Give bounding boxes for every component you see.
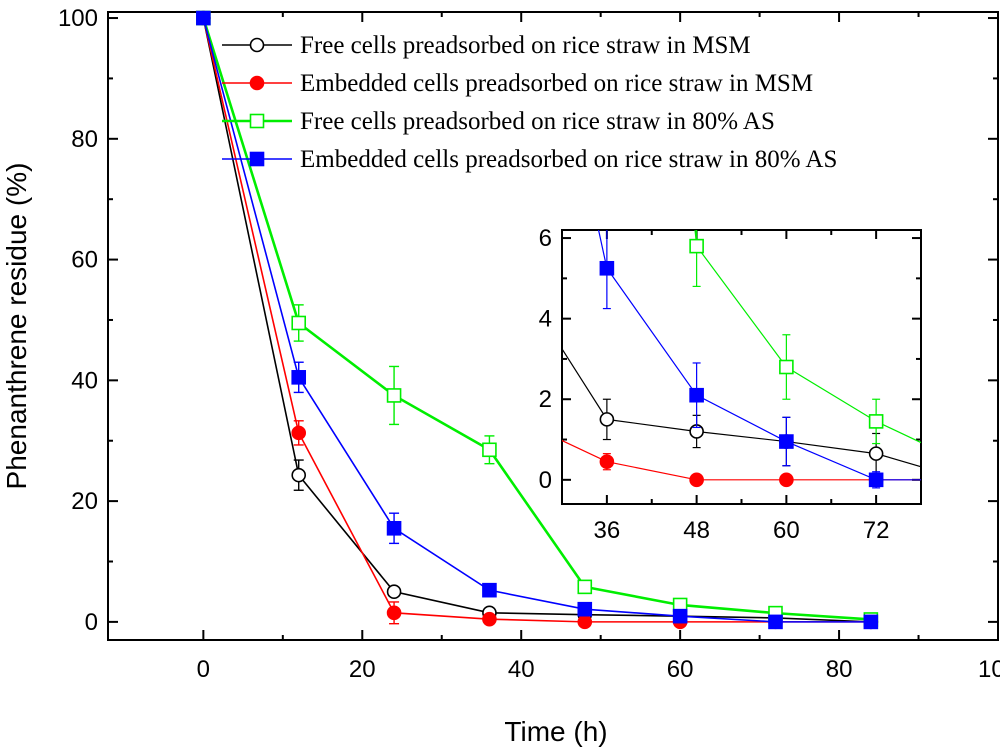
legend-item-3: Embedded cells preadsorbed on rice straw… <box>222 146 837 173</box>
inset-data-point <box>868 472 884 488</box>
inset-frame <box>561 229 922 505</box>
inset-data-point <box>599 454 615 469</box>
y-tick-label: 80 <box>71 126 98 153</box>
series-3 <box>196 10 879 630</box>
inset-data-point <box>599 412 615 427</box>
data-point <box>482 611 497 627</box>
legend-marker <box>249 151 265 167</box>
y-tick-label: 0 <box>85 609 98 636</box>
x-tick-label: 80 <box>826 656 853 683</box>
legend: Free cells preadsorbed on rice straw in … <box>222 32 837 173</box>
inset-y-tick-label: 6 <box>539 225 552 252</box>
data-point <box>196 10 211 26</box>
legend-label: Embedded cells preadsorbed on rice straw… <box>300 146 837 173</box>
inset-x-tick-label: 48 <box>683 517 710 544</box>
inset-plot: 36 48 60 72 0 2 4 6 <box>539 225 922 544</box>
data-point <box>291 467 307 483</box>
data-point <box>386 584 402 599</box>
inset-data-point <box>868 414 884 429</box>
legend-marker <box>249 37 265 53</box>
inset-data-point <box>779 434 794 449</box>
legend-marker <box>249 113 265 129</box>
data-point <box>386 520 402 536</box>
x-axis-title: Time (h) <box>504 716 607 747</box>
data-point <box>386 605 402 621</box>
y-tick-label: 60 <box>71 247 98 274</box>
series-line <box>202 17 871 621</box>
data-point <box>482 442 497 458</box>
legend-item-2: Free cells preadsorbed on rice straw in … <box>222 108 775 135</box>
inset-series-line <box>562 347 921 468</box>
y-tick-label: 40 <box>71 367 98 394</box>
data-point <box>672 608 688 624</box>
inset-data-point <box>599 260 615 276</box>
y-axis-title: Phenanthrene residue (%) <box>1 163 32 490</box>
inset-series-group <box>562 230 921 489</box>
legend-marker <box>249 75 265 91</box>
data-point <box>577 614 593 630</box>
inset-x-tick-label: 72 <box>863 517 890 544</box>
inset-x-tick-label: 36 <box>594 517 621 544</box>
inset-data-point <box>689 238 704 254</box>
legend-item-1: Embedded cells preadsorbed on rice straw… <box>222 70 813 97</box>
y-tick-label: 100 <box>58 5 98 32</box>
x-tick-label: 20 <box>349 656 376 683</box>
y-tick-label: 20 <box>71 488 98 515</box>
series-line <box>202 17 871 623</box>
data-point <box>386 388 402 403</box>
inset-data-point <box>779 472 794 488</box>
inset-series-3 <box>597 230 921 489</box>
x-tick-label: 0 <box>197 656 210 683</box>
data-point <box>291 425 307 441</box>
inset-data-point <box>868 446 884 461</box>
legend-label: Embedded cells preadsorbed on rice straw… <box>300 70 813 97</box>
series-line <box>202 17 871 623</box>
data-point <box>291 370 307 385</box>
x-tick-label: 40 <box>508 656 535 683</box>
data-point <box>768 614 783 630</box>
x-tick-label: 100 <box>978 656 1000 683</box>
inset-y-tick-label: 0 <box>539 467 552 494</box>
inset-series-line <box>597 230 921 481</box>
main-plot: 020406080100020406080100 <box>58 5 1000 683</box>
inset-series-line <box>694 230 921 444</box>
legend-label: Free cells preadsorbed on rice straw in … <box>300 108 775 135</box>
data-point <box>863 614 879 630</box>
data-point <box>291 315 307 331</box>
inset-x-tick-label: 60 <box>773 517 800 544</box>
data-point <box>482 582 497 598</box>
plot-frame <box>107 11 999 641</box>
inset-data-point <box>689 472 704 488</box>
inset-y-tick-label: 2 <box>539 386 552 413</box>
inset-series-2 <box>689 230 921 445</box>
legend-label: Free cells preadsorbed on rice straw in … <box>300 32 751 59</box>
inset-y-tick-label: 4 <box>539 306 552 333</box>
x-tick-label: 60 <box>667 656 694 683</box>
inset-series-line <box>562 439 921 481</box>
data-point <box>577 601 593 617</box>
legend-item-0: Free cells preadsorbed on rice straw in … <box>222 32 751 59</box>
series-line <box>202 17 871 623</box>
inset-data-point <box>689 387 704 403</box>
inset-data-point <box>779 359 794 375</box>
data-point <box>577 579 593 595</box>
